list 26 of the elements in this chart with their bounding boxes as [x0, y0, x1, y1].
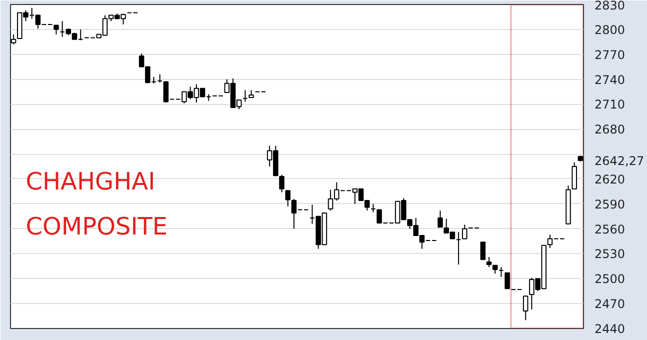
candlestick	[285, 190, 290, 207]
y-tick-label: 2770	[594, 48, 626, 62]
candlestick	[486, 256, 492, 268]
candlestick	[480, 242, 486, 260]
y-tick-label: 2440	[594, 322, 626, 336]
y-tick-label: 2710	[594, 98, 626, 112]
candlestick	[279, 174, 284, 193]
y-tick-label: 2642,27	[594, 154, 644, 168]
y-tick-label: 2680	[594, 122, 626, 137]
y-tick-label: 2620	[594, 172, 626, 186]
candlestick	[10, 34, 16, 45]
y-tick-label: 2800	[594, 22, 626, 37]
candlestick	[504, 272, 510, 290]
y-tick-label: 2590	[594, 197, 626, 212]
y-tick-label: 2500	[594, 272, 626, 286]
text: CHAHGHAI COMPOSITE	[26, 167, 168, 240]
candlestick	[462, 224, 468, 240]
candlestick	[54, 24, 59, 35]
y-tick-label: 2560	[594, 222, 626, 236]
candlestick	[438, 210, 443, 228]
candlestick	[572, 162, 577, 190]
y-tick-label: 2740	[594, 72, 626, 87]
y-tick-label: 2530	[594, 247, 626, 262]
candlestick	[522, 296, 528, 321]
y-tick-label: 2470	[594, 297, 626, 312]
y-tick-label: 2830	[594, 0, 626, 12]
